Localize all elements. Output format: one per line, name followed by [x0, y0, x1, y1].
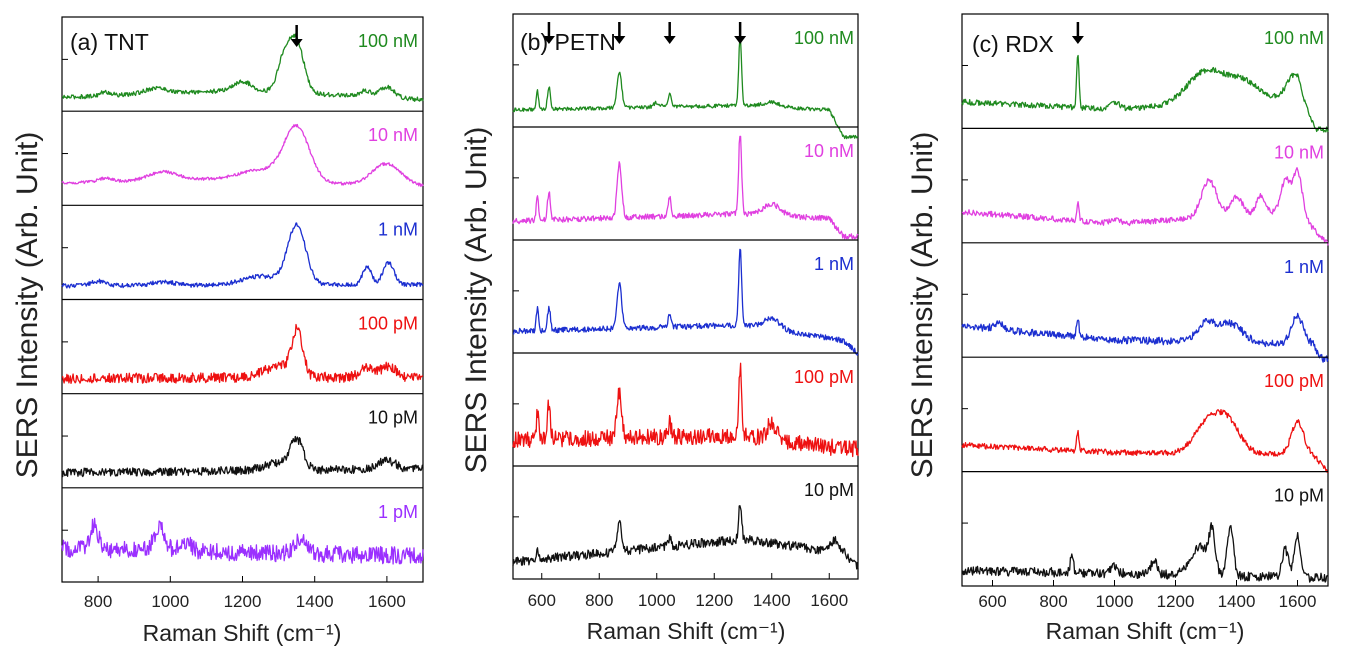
concentration-label: 100 pM: [358, 314, 418, 334]
x-tick-label: 1200: [695, 591, 733, 610]
panel-b-petn: (b) PETN SERS Intensity (Arb. Unit) Rama…: [460, 13, 859, 644]
x-tick-label: 1200: [1157, 592, 1195, 611]
spectrum-line-100-nm: [961, 54, 1329, 133]
panel-a-tnt: (a) TNT SERS Intensity (Arb. Unit) Raman…: [11, 16, 424, 646]
x-tick-label: 1400: [296, 592, 334, 611]
peak-arrow-head: [734, 36, 747, 44]
panel-a-x-axis-label: Raman Shift (cm⁻¹): [143, 620, 342, 646]
concentration-label: 100 nM: [358, 31, 418, 51]
panel-c-sections: 100 nM 10 nM 1 nM 100 pM 10 pM: [961, 28, 1329, 583]
panel-b-peak-markers: [542, 22, 747, 44]
x-tick-label: 1400: [753, 591, 791, 610]
concentration-label: 10 pM: [368, 408, 418, 428]
x-tick-label: 800: [84, 592, 112, 611]
spectrum-line-10-pm: [512, 505, 859, 570]
peak-arrow-head: [663, 36, 676, 44]
x-tick-label: 1600: [810, 591, 848, 610]
panel-a-x-ticks: 800 1000 1200 1400 1600: [84, 576, 406, 611]
peak-arrow-head: [613, 36, 626, 44]
x-tick-label: 1000: [151, 592, 189, 611]
concentration-label: 10 nM: [368, 125, 418, 145]
x-tick-label: 1000: [1096, 592, 1134, 611]
spectrum-line-10-nm: [61, 123, 424, 188]
x-tick-label: 600: [528, 591, 556, 610]
panel-c-peak-markers: [1071, 22, 1084, 44]
concentration-label: 100 pM: [1264, 371, 1324, 391]
x-tick-label: 1400: [1218, 592, 1256, 611]
x-tick-label: 1000: [638, 591, 676, 610]
concentration-label: 10 pM: [1274, 486, 1324, 506]
spectrum-line-10-pm: [961, 522, 1329, 583]
spectrum-line-100-nm: [61, 33, 424, 102]
spectrum-line-100-nm: [512, 37, 859, 140]
x-tick-label: 800: [1039, 592, 1067, 611]
spectrum-line-100-pm: [512, 362, 859, 458]
spectrum-line-1-nm: [961, 312, 1329, 363]
panel-b-frame: [512, 13, 859, 580]
spectrum-line-1-pm: [61, 517, 424, 565]
spectrum-line-10-nm: [512, 135, 859, 240]
spectrum-line-10-nm: [961, 167, 1329, 246]
concentration-label: 1 nM: [1284, 257, 1324, 277]
panel-b-title: (b) PETN: [520, 29, 616, 55]
x-tick-label: 800: [585, 591, 613, 610]
peak-arrow-head: [290, 39, 303, 47]
x-tick-label: 1600: [368, 592, 406, 611]
x-tick-label: 1200: [224, 592, 262, 611]
concentration-label: 10 nM: [1274, 142, 1324, 162]
panel-b-sections: 100 nM 10 nM 1 nM 100 pM 10 pM: [512, 28, 859, 570]
peak-arrow-head: [542, 36, 555, 44]
spectrum-line-1-nm: [61, 222, 424, 289]
spectrum-line-100-pm: [61, 323, 424, 384]
spectrum-line-10-pm: [61, 435, 424, 478]
concentration-label: 1 pM: [378, 502, 418, 522]
x-tick-label: 1600: [1279, 592, 1317, 611]
panel-a-title: (a) TNT: [70, 29, 149, 55]
concentration-label: 1 nM: [814, 254, 854, 274]
panel-a-peak-markers: [290, 25, 303, 47]
panel-a-y-axis-label: SERS Intensity (Arb. Unit): [11, 132, 44, 479]
panel-c-y-axis-label: SERS Intensity (Arb. Unit): [906, 132, 939, 479]
concentration-label: 100 nM: [794, 28, 854, 48]
panel-b-x-ticks: 600 800 1000 1200 1400 1600: [528, 573, 848, 610]
concentration-label: 100 nM: [1264, 28, 1324, 48]
concentration-label: 10 pM: [804, 480, 854, 500]
panel-c-x-axis-label: Raman Shift (cm⁻¹): [1046, 618, 1245, 644]
concentration-label: 100 pM: [794, 367, 854, 387]
panel-c-title: (c) RDX: [972, 31, 1054, 57]
panel-c-rdx: (c) RDX SERS Intensity (Arb. Unit) Raman…: [906, 13, 1329, 644]
concentration-label: 10 nM: [804, 141, 854, 161]
panel-c-x-ticks: 600 800 1000 1200 1400 1600: [978, 580, 1316, 611]
panel-c-frame: [961, 13, 1329, 587]
panel-a-sections: 100 nM 10 nM 1 nM 100 pM 10 pM 1 pM: [61, 31, 424, 565]
panel-b-x-axis-label: Raman Shift (cm⁻¹): [587, 618, 786, 644]
spectrum-line-1-nm: [512, 248, 859, 356]
x-tick-label: 600: [978, 592, 1006, 611]
peak-arrow-head: [1071, 36, 1084, 44]
spectrum-line-100-pm: [961, 408, 1329, 474]
panel-b-y-axis-label: SERS Intensity (Arb. Unit): [460, 127, 493, 474]
concentration-label: 1 nM: [378, 219, 418, 239]
